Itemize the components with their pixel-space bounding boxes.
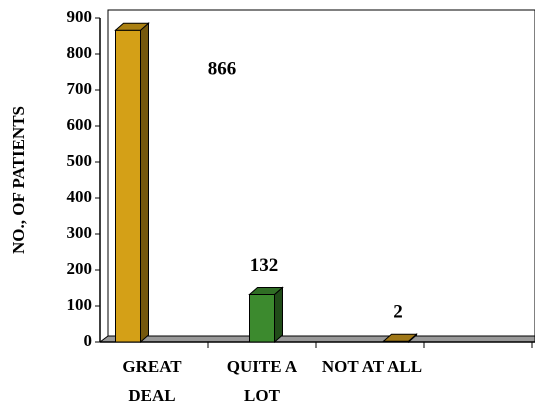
y-tick-label: 200 — [67, 259, 93, 278]
y-axis-label: NO., OF PATIENTS — [9, 106, 28, 254]
value-label: 866 — [208, 58, 237, 79]
floor — [98, 335, 535, 343]
value-label: 2 — [393, 302, 403, 323]
bar — [382, 333, 418, 344]
bar — [114, 22, 150, 344]
y-tick-label: 300 — [67, 223, 93, 242]
y-tick-label: 500 — [67, 151, 93, 170]
bar-front — [249, 293, 275, 343]
value-label: 132 — [250, 255, 279, 276]
bar-front — [115, 29, 141, 343]
bar-side — [140, 22, 149, 344]
y-tick-label: 600 — [67, 115, 93, 134]
y-tick-label: 900 — [67, 7, 93, 26]
bar-top — [248, 286, 284, 295]
x-tick-label: QUITE A LOT — [226, 357, 298, 405]
y-tick-label: 400 — [67, 187, 93, 206]
x-tick-label: GREAT DEAL — [122, 357, 182, 405]
y-tick-label: 700 — [67, 79, 93, 98]
bar-top — [114, 22, 150, 31]
y-tick-label: 0 — [84, 331, 93, 350]
back-wall — [107, 9, 535, 337]
x-tick-label: NOT AT ALL — [321, 357, 423, 376]
y-tick-label: 800 — [67, 43, 93, 62]
bar-side — [274, 286, 283, 344]
y-tick-label: 100 — [67, 295, 93, 314]
bar — [248, 286, 284, 344]
bar-top — [382, 333, 418, 342]
